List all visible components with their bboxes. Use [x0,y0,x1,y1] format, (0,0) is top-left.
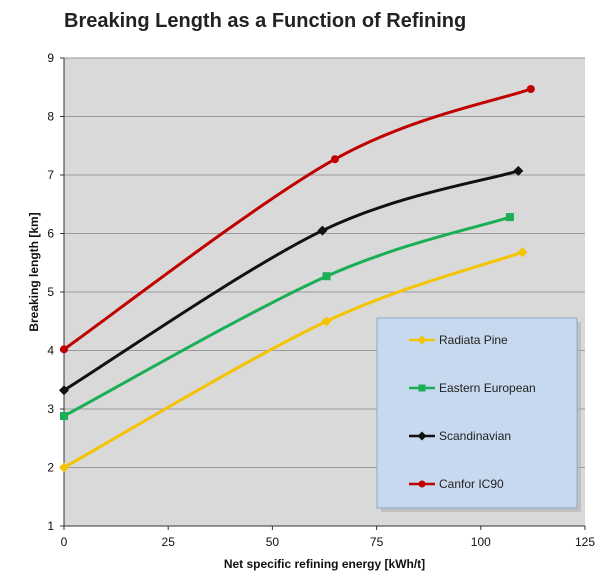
series-eastern-european [60,213,514,421]
data-point-radiata-pine-0 [59,462,69,473]
x-tick-label-25: 25 [162,535,176,549]
legend-label-radiata-pine: Radiata Pine [439,333,508,347]
tick-labels: 1 2 3 4 5 6 7 8 9 0 25 50 75 100 125 [47,51,595,549]
chart-title: Breaking Length as a Function of Refinin… [64,10,467,32]
y-tick-label-3: 3 [47,402,54,416]
x-tick-label-0: 0 [61,535,68,549]
legend-swatch-marker-radiata-pine [417,335,427,345]
series-line-scandinavian [62,169,520,392]
data-point-canfor-ic90-1 [330,155,339,164]
y-tick-label-8: 8 [47,110,54,124]
x-tick-label-100: 100 [471,535,491,549]
data-point-scandinavian-0 [59,385,69,396]
axes [60,57,586,530]
data-point-radiata-pine-2 [517,247,528,258]
legend: Radiata Pine Eastern European Scandinavian… [376,317,581,512]
y-axis-title: Breaking length [km] [27,212,41,331]
series-line-canfor-ic90 [62,87,533,351]
legend-label-eastern-european: Eastern European [439,381,536,395]
y-tick-label-6: 6 [47,227,54,241]
data-point-eastern-european-1 [322,272,331,281]
y-tick-label-2: 2 [47,461,54,475]
x-axis-title: Net specific refining energy [kWh/t] [224,557,425,571]
x-tick-label-50: 50 [266,535,280,549]
series-line-eastern-european [62,215,512,418]
series-radiata-pine [59,247,528,473]
legend-item-eastern-european: Eastern European [409,381,536,395]
y-tick-label-5: 5 [47,285,54,299]
series-scandinavian [59,165,524,396]
legend-box [376,317,578,509]
legend-label-canfor-ic90: Canfor IC90 [439,477,504,491]
series-group [59,85,535,473]
data-point-canfor-ic90-0 [60,345,68,354]
x-tick-label-125: 125 [575,535,595,549]
y-tick-label-7: 7 [47,168,54,182]
y-tick-label-4: 4 [47,344,54,358]
y-tick-label-1: 1 [47,519,54,533]
data-point-scandinavian-1 [317,225,328,236]
data-point-radiata-pine-1 [321,316,332,327]
y-tick-label-9: 9 [47,51,54,65]
legend-label-scandinavian: Scandinavian [439,429,511,443]
data-point-eastern-european-2 [505,213,514,222]
series-line-radiata-pine [62,250,524,469]
legend-swatch-marker-eastern-european [418,384,426,392]
legend-item-canfor-ic90: Canfor IC90 [409,477,504,491]
legend-swatch-marker-canfor-ic90 [418,480,426,488]
data-point-scandinavian-2 [513,165,524,176]
legend-swatch-marker-scandinavian [417,431,427,441]
legend-item-radiata-pine: Radiata Pine [409,333,508,347]
legend-item-scandinavian: Scandinavian [409,429,511,443]
data-point-eastern-european-0 [60,412,68,421]
x-tick-label-75: 75 [370,535,384,549]
series-canfor-ic90 [60,85,535,354]
data-point-canfor-ic90-2 [526,85,535,94]
